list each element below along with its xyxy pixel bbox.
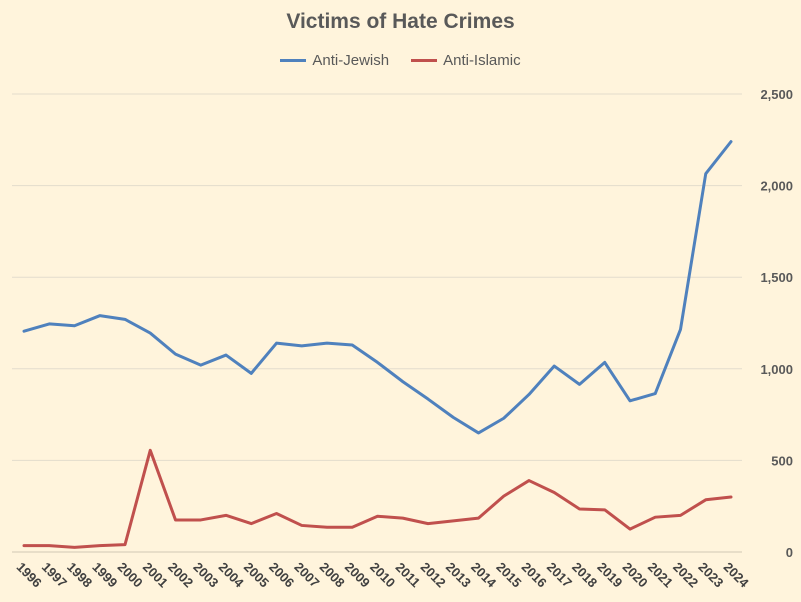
x-tick-label: 2022 bbox=[670, 559, 701, 590]
x-tick-label: 2021 bbox=[645, 559, 676, 590]
x-tick-label: 2000 bbox=[115, 559, 146, 590]
x-tick-label: 2023 bbox=[695, 559, 726, 590]
legend-label-anti-jewish: Anti-Jewish bbox=[312, 52, 390, 69]
legend: Anti-Jewish Anti-Islamic bbox=[0, 52, 801, 69]
x-tick-label: 2006 bbox=[266, 559, 297, 590]
x-tick-label: 2002 bbox=[165, 559, 196, 590]
legend-item-anti-islamic: Anti-Islamic bbox=[411, 52, 521, 69]
x-tick-label: 2005 bbox=[241, 559, 272, 590]
x-tick-label: 2008 bbox=[317, 559, 348, 590]
x-tick-label: 2004 bbox=[216, 559, 248, 591]
x-tick-label: 2019 bbox=[594, 559, 625, 590]
y-tick-label: 1,000 bbox=[760, 362, 793, 377]
legend-swatch-anti-jewish bbox=[280, 59, 307, 62]
legend-label-anti-islamic: Anti-Islamic bbox=[443, 52, 521, 69]
x-tick-label: 2010 bbox=[367, 559, 398, 590]
legend-item-anti-jewish: Anti-Jewish bbox=[280, 52, 389, 69]
x-tick-label: 2017 bbox=[544, 559, 575, 590]
chart-title: Victims of Hate Crimes bbox=[286, 10, 515, 33]
x-tick-label: 2020 bbox=[620, 559, 651, 590]
x-tick-label: 1998 bbox=[64, 559, 95, 590]
legend-swatch-anti-islamic bbox=[411, 59, 438, 62]
x-tick-label: 2011 bbox=[393, 560, 424, 591]
y-tick-label: 0 bbox=[786, 545, 793, 560]
x-tick-label: 2016 bbox=[519, 559, 550, 590]
series-line-anti-jewish bbox=[22, 140, 733, 435]
series-line-anti-islamic bbox=[22, 448, 733, 549]
y-tick-label: 2,500 bbox=[760, 87, 793, 102]
y-tick-label: 500 bbox=[771, 453, 793, 468]
x-tick-label: 2018 bbox=[569, 559, 600, 590]
x-tick-label: 2007 bbox=[291, 559, 322, 590]
x-tick-label: 1999 bbox=[89, 559, 120, 590]
x-tick-label: 2013 bbox=[443, 559, 474, 590]
x-tick-label: 1997 bbox=[39, 559, 70, 590]
x-tick-label: 2024 bbox=[721, 559, 753, 591]
x-tick-label: 2014 bbox=[468, 559, 500, 591]
y-tick-label: 2,000 bbox=[760, 179, 793, 194]
x-tick-label: 2009 bbox=[342, 559, 373, 590]
x-tick-label: 1996 bbox=[14, 559, 45, 590]
x-tick-label: 2012 bbox=[418, 559, 449, 590]
y-tick-label: 1,500 bbox=[760, 270, 793, 285]
x-tick-label: 2001 bbox=[140, 559, 171, 590]
x-tick-label: 2003 bbox=[190, 559, 221, 590]
x-tick-label: 2015 bbox=[493, 559, 524, 590]
